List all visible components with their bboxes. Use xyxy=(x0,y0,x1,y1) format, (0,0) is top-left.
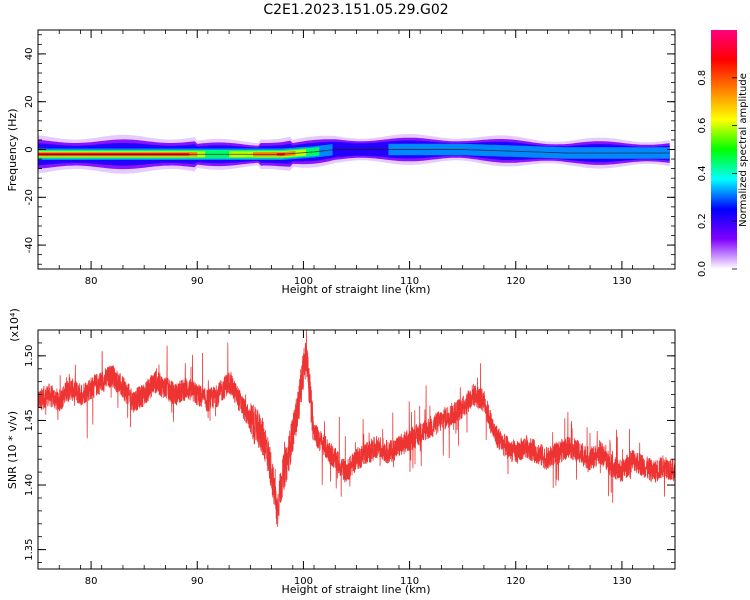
colorbar: 0.0 0.2 0.4 0.6 0.8 Normalized spectral ampl… xyxy=(697,30,749,277)
snr-x-tick-label: 130 xyxy=(612,576,631,587)
spectrogram-y-tick-label: 40 xyxy=(24,48,35,61)
spectrogram-x-tick-label: 120 xyxy=(506,276,525,287)
spectrogram-panel: 80 90 100 110 120 130 40 20 0 -20 -40 Height of s… xyxy=(6,29,676,296)
spectrogram-y-tick-label: -20 xyxy=(24,189,35,205)
snr-y-tick-label: 1.50 xyxy=(24,345,35,367)
snr-y-tick-label: 1.40 xyxy=(24,474,35,496)
snr-x-tick-label: 120 xyxy=(506,576,525,587)
spectrogram-x-tick-label: 80 xyxy=(85,276,98,287)
snr-y-tick-label: 1.35 xyxy=(24,538,35,560)
snr-y-axis-label: SNR (10 * v/v) xyxy=(6,411,19,489)
colorbar-tick-label: 0.4 xyxy=(697,165,708,181)
figure-title: C2E1.2023.151.05.29.G02 xyxy=(263,2,448,18)
spectrogram-x-tick-label: 110 xyxy=(400,276,419,287)
snr-series-line xyxy=(38,330,675,527)
snr-y-multiplier: (x10⁴) xyxy=(8,308,21,342)
colorbar-label: Normalized spectral amplitude xyxy=(738,73,749,227)
spectral-bands xyxy=(38,134,670,174)
spectral-band-layer xyxy=(253,151,296,157)
spectrogram-x-tick-label: 130 xyxy=(612,276,631,287)
spectral-band-center xyxy=(38,149,670,155)
spectrogram-x-ticks: 80 90 100 110 120 130 xyxy=(37,30,676,287)
colorbar-gradient xyxy=(711,30,737,269)
snr-x-tick-label: 80 xyxy=(85,576,98,587)
colorbar-tick-label: 0.8 xyxy=(697,70,708,86)
spectrogram-y-tick-label: 20 xyxy=(24,95,35,108)
snr-y-tick-label: 1.45 xyxy=(24,409,35,431)
spectrogram-x-tick-label: 100 xyxy=(294,276,313,287)
snr-x-tick-label: 90 xyxy=(191,576,204,587)
colorbar-tick-label: 0.6 xyxy=(697,118,708,134)
colorbar-tick-label: 0.2 xyxy=(697,213,708,229)
spectrogram-y-tick-label: 0 xyxy=(24,146,35,152)
colorbar-ticks: 0.0 0.2 0.4 0.6 0.8 xyxy=(697,70,737,277)
colorbar-tick-label: 0.0 xyxy=(697,261,708,277)
spectrogram-y-ticks: 40 20 0 -20 -40 xyxy=(24,34,675,265)
spectrogram-x-tick-label: 90 xyxy=(191,276,204,287)
snr-x-axis-label: Height of straight line (km) xyxy=(281,583,430,596)
snr-panel: 80 90 100 110 120 130 1.50 1.45 1.40 1.35 Height… xyxy=(6,308,676,596)
spectrogram-x-axis-label: Height of straight line (km) xyxy=(281,283,430,296)
snr-x-ticks: 80 90 100 110 120 130 xyxy=(37,330,676,587)
snr-x-tick-label: 100 xyxy=(294,576,313,587)
snr-x-tick-label: 110 xyxy=(400,576,419,587)
snr-y-ticks: 1.50 1.45 1.40 1.35 xyxy=(24,329,675,563)
spectrogram-y-axis-label: Frequency (Hz) xyxy=(6,109,19,192)
spectrogram-y-tick-label: -40 xyxy=(24,237,35,253)
